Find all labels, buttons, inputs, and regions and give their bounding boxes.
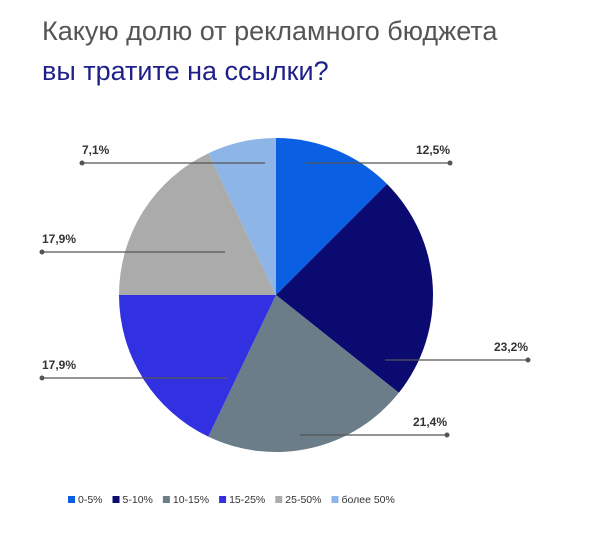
legend-swatch bbox=[219, 496, 227, 503]
legend-label: более 50% bbox=[341, 494, 394, 506]
chart-title: Какую долю от рекламного бюджета bbox=[42, 16, 498, 46]
legend-label: 5-10% bbox=[123, 494, 153, 506]
leader-dot bbox=[447, 160, 453, 166]
legend-swatch bbox=[112, 496, 120, 503]
leader-dot bbox=[39, 375, 45, 381]
chart-subtitle: вы тратите на ссылки? bbox=[42, 56, 329, 86]
legend-label: 25-50% bbox=[285, 494, 321, 506]
legend-swatch bbox=[275, 496, 283, 503]
value-label: 7,1% bbox=[82, 143, 110, 157]
leader-dot bbox=[444, 432, 450, 438]
legend-label: 0-5% bbox=[78, 494, 103, 506]
legend-swatch bbox=[68, 496, 75, 503]
value-label: 12,5% bbox=[416, 143, 450, 157]
legend-label: 15-25% bbox=[229, 494, 265, 506]
legend-label: 10-15% bbox=[173, 494, 209, 506]
pie-slice bbox=[208, 295, 399, 452]
pie-slice bbox=[119, 153, 276, 295]
leader-dot bbox=[525, 357, 531, 363]
value-label: 21,4% bbox=[413, 415, 447, 429]
value-label: 17,9% bbox=[42, 358, 76, 372]
value-label: 17,9% bbox=[42, 232, 76, 246]
legend-swatch bbox=[331, 496, 339, 503]
legend-swatch bbox=[162, 496, 170, 503]
value-label: 23,2% bbox=[494, 340, 528, 354]
pie-slice bbox=[208, 138, 276, 295]
pie-slice bbox=[276, 138, 388, 295]
leader-dot bbox=[79, 160, 85, 166]
pie-slice bbox=[276, 183, 433, 393]
pie-slice bbox=[119, 295, 276, 437]
leader-dot bbox=[39, 249, 45, 255]
